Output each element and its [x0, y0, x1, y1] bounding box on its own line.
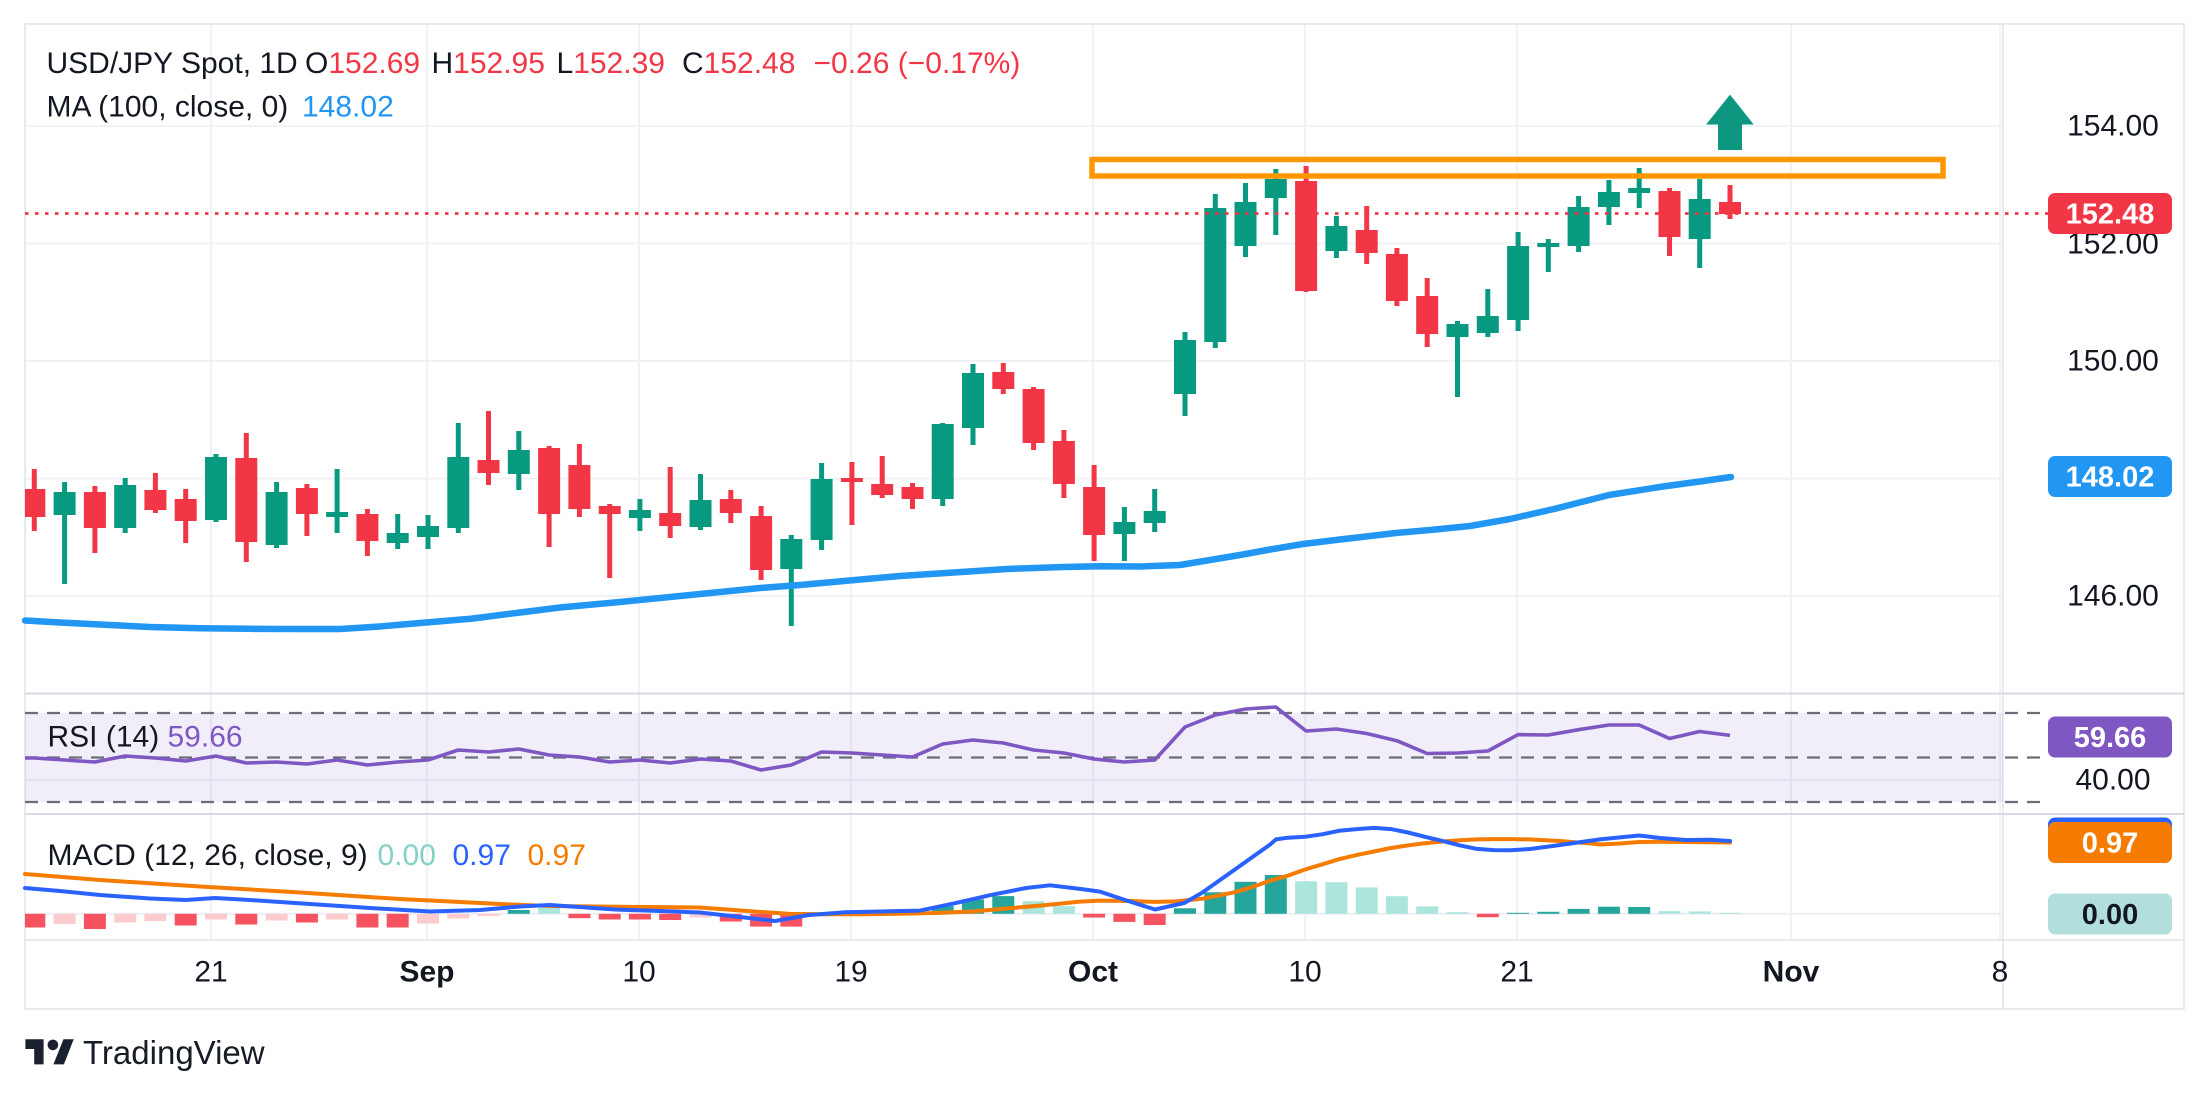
svg-text:148.02: 148.02 [2066, 462, 2155, 494]
svg-text:0.00: 0.00 [2082, 899, 2138, 931]
svg-text:40.00: 40.00 [2075, 764, 2150, 797]
svg-text:MACD (12, 26, close, 9)0.000.9: MACD (12, 26, close, 9) 0.00 0.97 0.97 [48, 839, 586, 872]
svg-text:10: 10 [622, 956, 655, 989]
svg-text:146.00: 146.00 [2067, 580, 2159, 613]
svg-text:59.66: 59.66 [2074, 722, 2147, 754]
svg-text:21: 21 [1500, 956, 1533, 989]
svg-text:21: 21 [194, 956, 227, 989]
svg-text:10: 10 [1288, 956, 1321, 989]
svg-text:RSI (14)59.66: RSI (14) 59.66 [48, 720, 243, 753]
svg-text:Nov: Nov [1763, 956, 1820, 989]
svg-text:Sep: Sep [399, 956, 454, 989]
svg-text:Oct: Oct [1068, 956, 1118, 989]
svg-text:8: 8 [1992, 956, 2009, 989]
svg-text:19: 19 [834, 956, 867, 989]
svg-text:TradingView: TradingView [83, 1034, 265, 1071]
svg-text:0.97: 0.97 [2082, 828, 2138, 860]
svg-text:150.00: 150.00 [2067, 345, 2159, 378]
svg-text:154.00: 154.00 [2067, 110, 2159, 143]
svg-text:MA (100, close, 0)148.02: MA (100, close, 0) 148.02 [47, 90, 394, 123]
svg-text:152.48: 152.48 [2066, 199, 2155, 231]
